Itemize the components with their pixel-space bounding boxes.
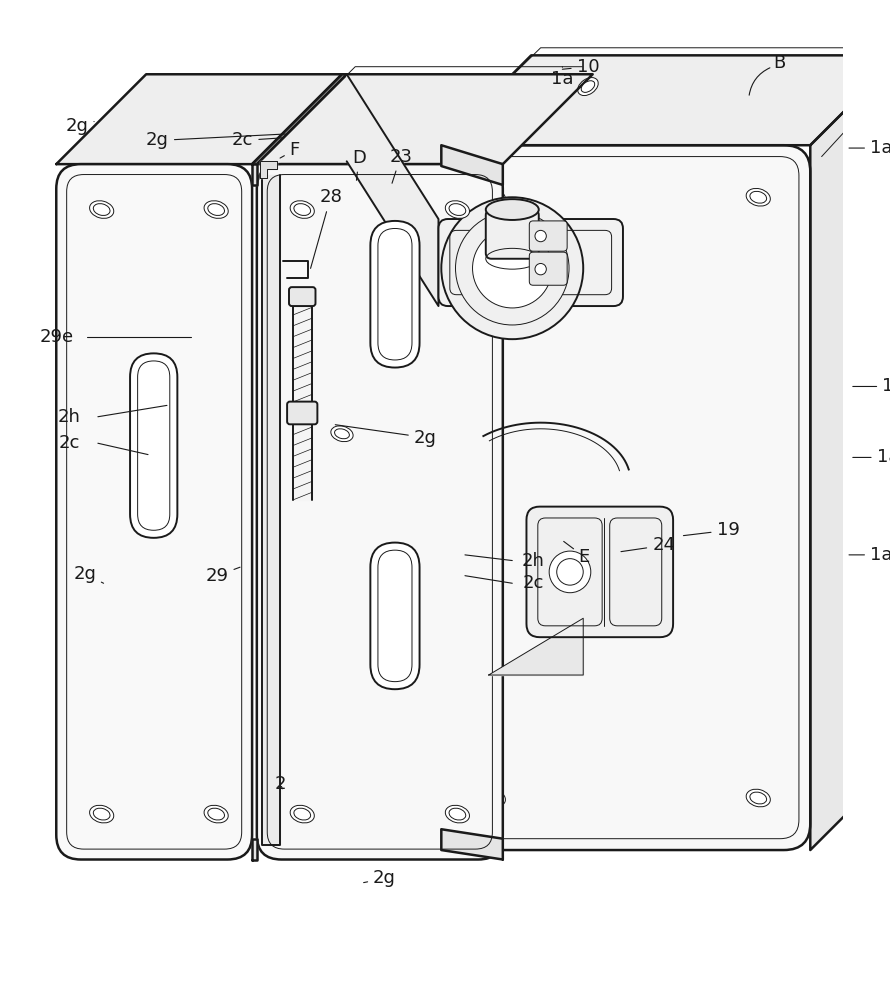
Ellipse shape [445,805,470,823]
FancyBboxPatch shape [289,287,315,306]
Ellipse shape [93,204,110,215]
Ellipse shape [445,201,470,218]
Ellipse shape [93,808,110,820]
Polygon shape [489,618,583,675]
Ellipse shape [335,429,350,439]
Ellipse shape [485,792,502,804]
FancyBboxPatch shape [56,164,252,860]
Text: 29: 29 [206,567,240,585]
Circle shape [441,197,583,339]
FancyBboxPatch shape [378,550,412,682]
Ellipse shape [331,426,353,442]
Text: 2c: 2c [522,574,544,592]
Circle shape [557,559,583,585]
Text: 2g: 2g [336,425,437,447]
FancyBboxPatch shape [439,219,623,306]
Text: 2c: 2c [59,434,80,452]
Polygon shape [260,161,277,178]
Ellipse shape [750,191,766,203]
Text: 1: 1 [853,377,890,395]
Text: 10: 10 [562,58,599,76]
Text: 29e: 29e [39,328,73,346]
Polygon shape [293,306,311,500]
Polygon shape [252,74,347,164]
Text: 2h: 2h [522,552,545,570]
Polygon shape [347,74,439,306]
Circle shape [456,211,569,325]
FancyBboxPatch shape [130,353,177,538]
Text: 2g: 2g [73,565,103,583]
Polygon shape [56,74,342,164]
Ellipse shape [578,78,598,96]
Ellipse shape [90,201,114,218]
Ellipse shape [449,808,465,820]
FancyBboxPatch shape [378,228,412,360]
FancyBboxPatch shape [370,543,419,689]
Circle shape [535,230,546,242]
FancyBboxPatch shape [486,210,538,259]
Ellipse shape [481,188,506,206]
Ellipse shape [290,805,314,823]
FancyBboxPatch shape [370,221,419,368]
Text: 24: 24 [621,536,676,554]
Ellipse shape [294,808,311,820]
Polygon shape [441,55,890,145]
Ellipse shape [859,130,871,142]
Text: 1a: 1a [849,139,890,157]
Ellipse shape [855,746,875,765]
Ellipse shape [485,191,502,203]
FancyBboxPatch shape [530,252,567,285]
Text: 2c: 2c [232,131,282,149]
Text: 2h: 2h [58,408,81,426]
Text: D: D [352,149,366,180]
Ellipse shape [486,199,538,220]
FancyBboxPatch shape [287,402,318,424]
Text: 2g: 2g [364,869,396,887]
FancyBboxPatch shape [530,221,567,251]
Text: 1a: 1a [853,448,890,466]
Ellipse shape [859,749,871,762]
Polygon shape [252,164,257,185]
Ellipse shape [746,789,771,807]
Text: 2g: 2g [146,131,286,149]
Text: 1a: 1a [849,546,890,564]
Text: E: E [563,541,590,566]
Circle shape [535,263,546,275]
Polygon shape [441,145,503,185]
Polygon shape [262,175,280,845]
Text: 23: 23 [389,148,412,183]
Ellipse shape [294,204,311,215]
Text: 28: 28 [311,188,342,268]
FancyBboxPatch shape [138,361,170,530]
Ellipse shape [750,792,766,804]
Ellipse shape [204,201,228,218]
Ellipse shape [207,808,224,820]
Text: 1a: 1a [551,67,574,88]
FancyBboxPatch shape [257,164,503,860]
Ellipse shape [746,188,771,206]
Polygon shape [810,55,890,850]
FancyBboxPatch shape [527,507,673,637]
Polygon shape [252,839,257,860]
Text: F: F [280,141,300,159]
Ellipse shape [449,204,465,215]
Ellipse shape [581,81,595,92]
FancyBboxPatch shape [441,145,810,850]
Text: B: B [773,54,785,72]
Ellipse shape [855,126,875,145]
Polygon shape [257,74,593,164]
Polygon shape [441,829,503,860]
Ellipse shape [207,204,224,215]
Ellipse shape [290,201,314,218]
Ellipse shape [481,789,506,807]
Ellipse shape [204,805,228,823]
Circle shape [473,228,552,308]
Ellipse shape [90,805,114,823]
Circle shape [549,551,591,593]
Text: 19: 19 [684,521,740,539]
Text: 2: 2 [275,775,287,793]
Text: 2g: 2g [66,117,94,135]
